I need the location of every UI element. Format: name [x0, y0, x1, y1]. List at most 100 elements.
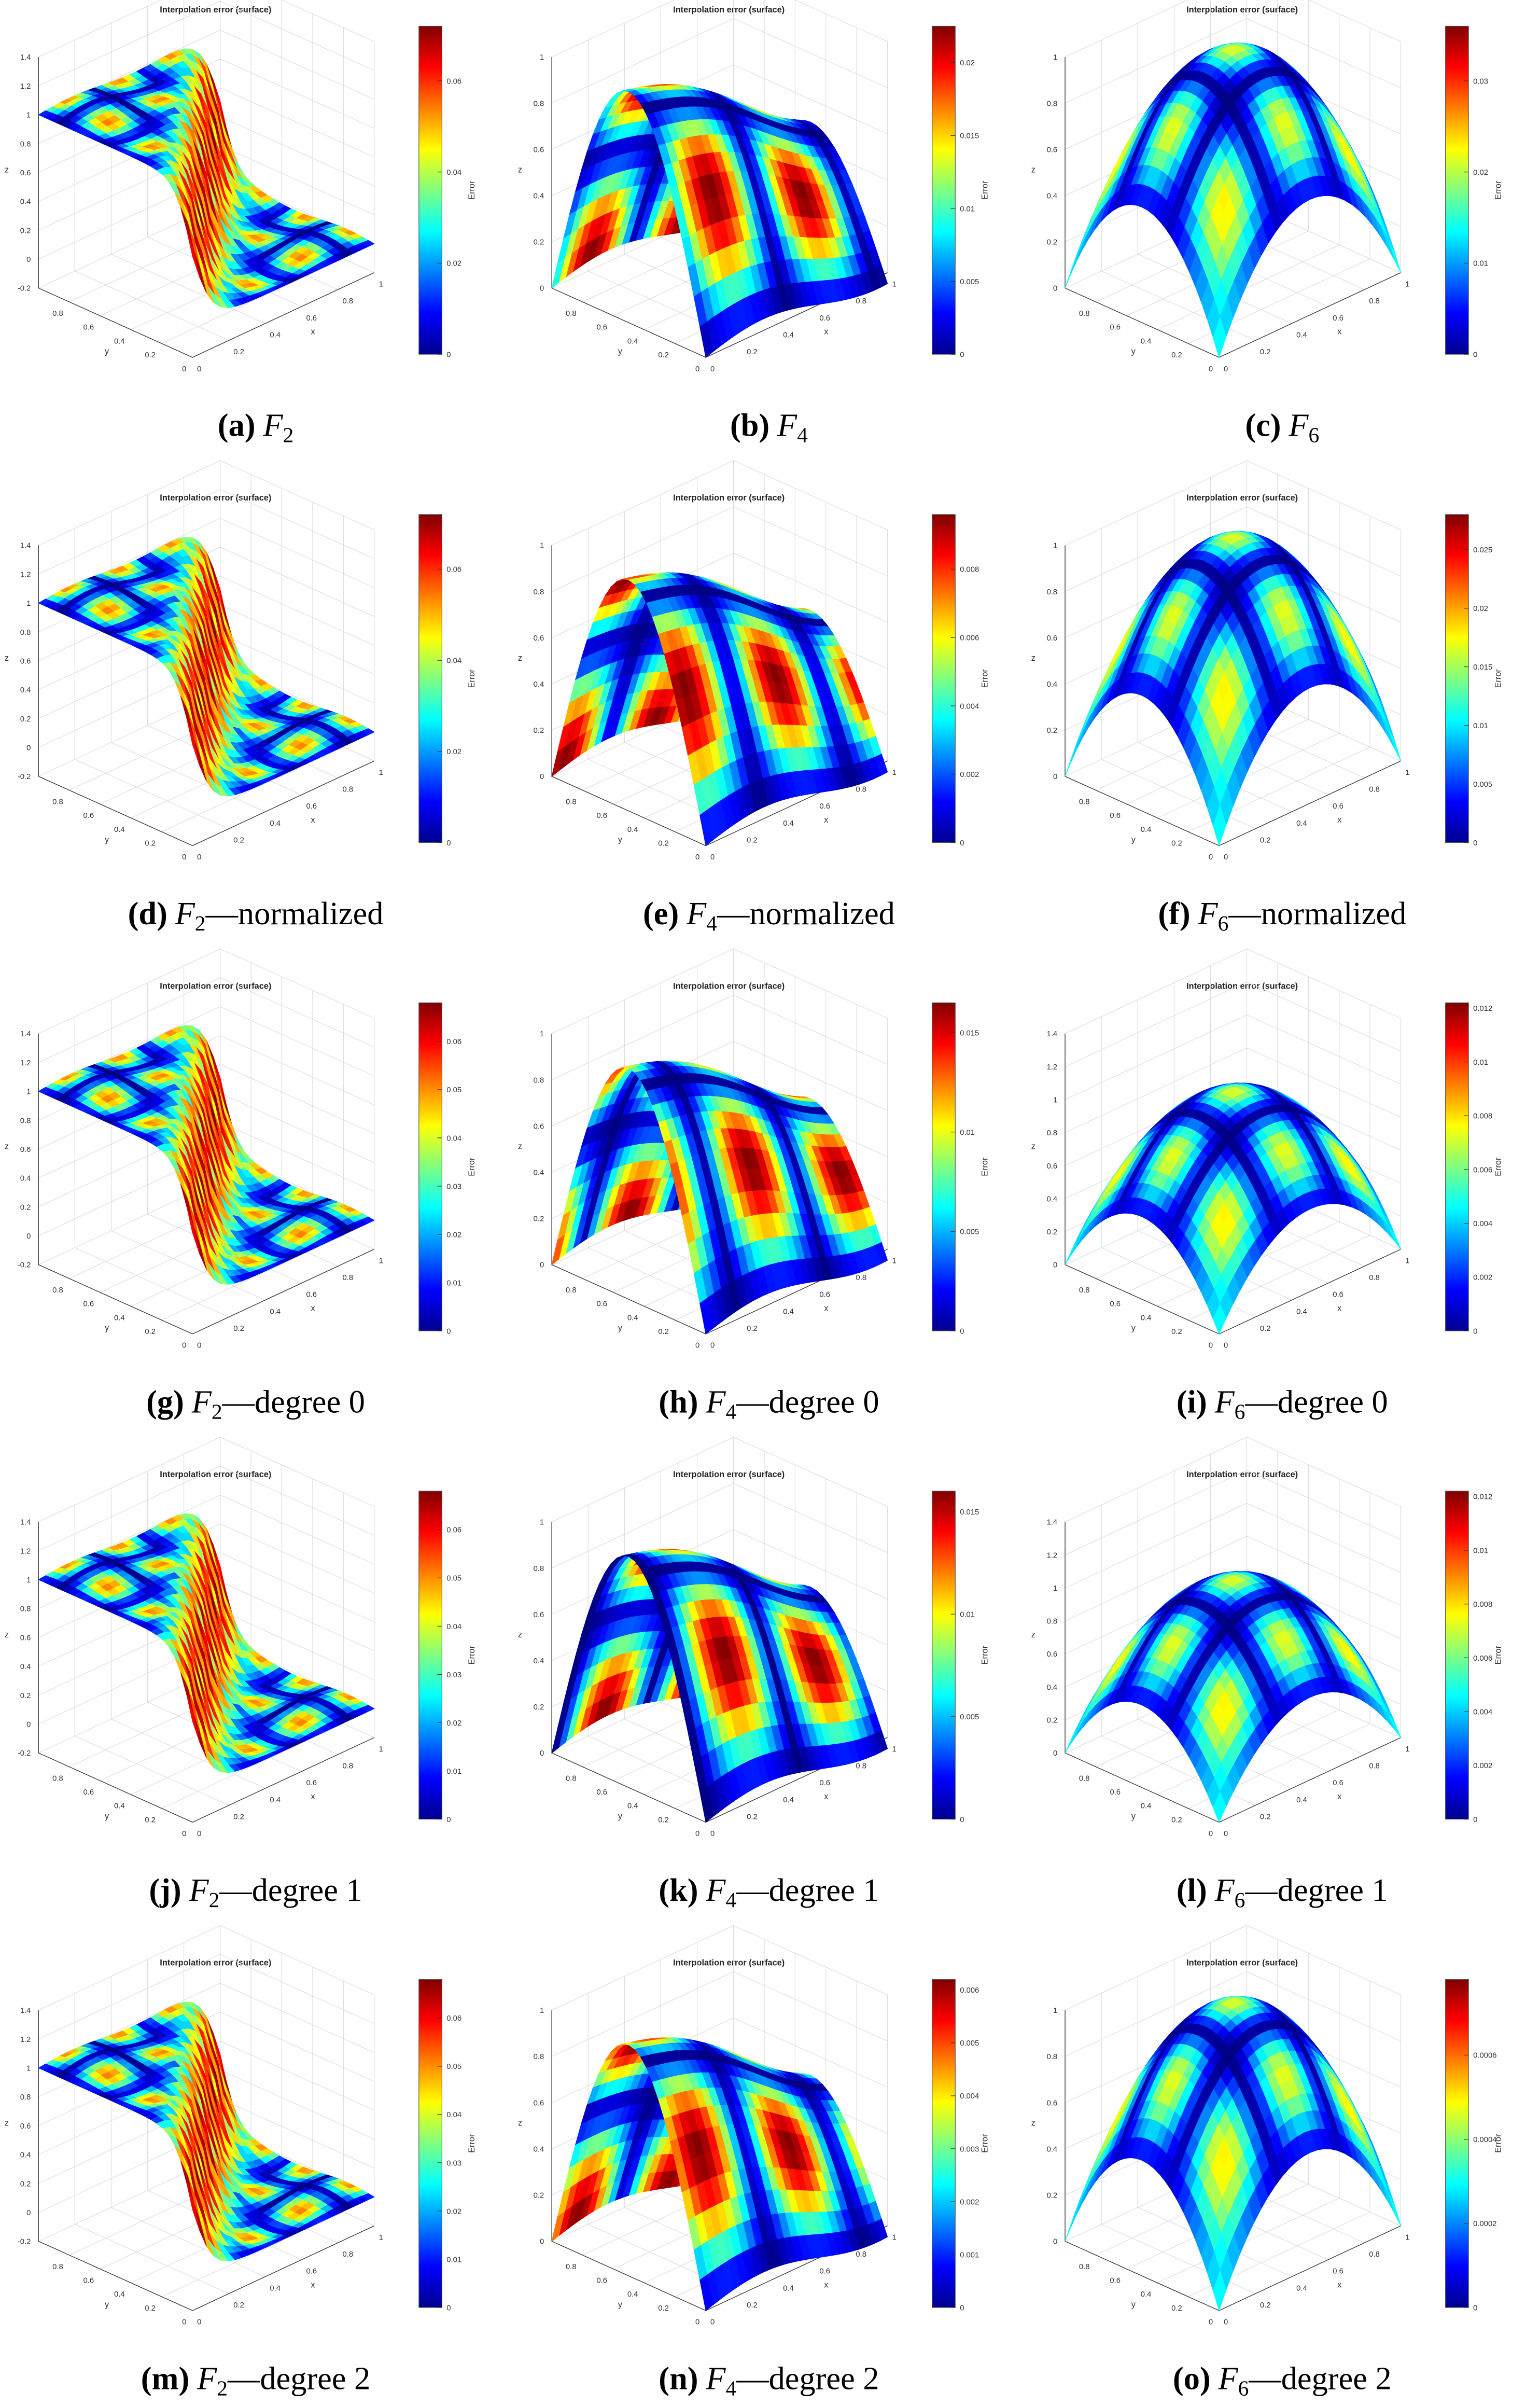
z-tick-label: 0.8: [1047, 100, 1058, 108]
y-tick-label: 0.6: [1110, 324, 1121, 332]
y-axis-label: y: [105, 835, 109, 844]
y-axis-label: y: [1131, 346, 1136, 356]
grid-line: [220, 1064, 374, 1134]
grid-line: [551, 460, 734, 546]
x-tick-label: 0.4: [270, 819, 281, 828]
x-tick-label: 0.8: [856, 786, 866, 794]
grid-line: [220, 489, 374, 559]
y-tick-label: 0.6: [596, 324, 607, 332]
y-tick-label: 0: [695, 365, 699, 373]
x-axis-label: x: [311, 327, 315, 336]
colorbar-tick-label: 0.06: [446, 77, 461, 86]
grid-line: [551, 0, 675, 58]
grid-line: [1065, 460, 1247, 546]
surface: [551, 572, 888, 846]
y-axis-label: y: [1131, 835, 1136, 844]
y-tick-label: 0: [182, 365, 186, 373]
colorbar-tick-label: 0.004: [960, 702, 979, 711]
z-tick-label: 0: [26, 744, 31, 753]
z-tick-label: 1: [26, 600, 31, 608]
surface: [38, 48, 375, 309]
y-tick-label: 0.8: [1079, 798, 1090, 806]
colorbar-tick-label: 0.01: [1473, 260, 1488, 268]
grid-line: [220, 116, 374, 187]
x-tick-label: 0: [1224, 853, 1228, 861]
x-tick-label: 0: [1224, 365, 1228, 373]
caption-label: (e): [643, 896, 679, 932]
y-axis-label: y: [105, 346, 109, 356]
caption-subscript: 2: [195, 911, 206, 935]
surface: [1065, 531, 1401, 847]
x-tick-label: 0: [197, 853, 201, 861]
colorbar-tick-label: 0.06: [446, 566, 461, 574]
z-tick-label: 0.2: [20, 227, 31, 235]
x-tick-label: 1: [1405, 769, 1409, 777]
colorbar-tick-label: 0.025: [1473, 546, 1492, 554]
caption-subscript: 6: [1308, 423, 1319, 447]
y-axis-label: y: [618, 835, 623, 844]
surface: [551, 84, 888, 358]
caption-suffix: —normalized: [1228, 896, 1406, 932]
grid-line: [38, 1, 220, 87]
x-tick-label: 0.6: [306, 314, 317, 323]
colorbar-tick-label: 0: [446, 839, 451, 847]
colorbar-tick-label: 0.008: [960, 566, 979, 574]
caption-suffix: —normalized: [717, 896, 895, 932]
z-tick-label: 0.4: [20, 198, 31, 206]
y-tick-label: 0.6: [83, 324, 94, 332]
y-tick-label: 0.2: [1171, 351, 1182, 359]
chart-title: Interpolation error (surface): [160, 493, 271, 503]
chart-title: Interpolation error (surface): [673, 493, 785, 503]
y-tick-label: 0: [182, 853, 186, 861]
x-tick-label: 0.6: [819, 314, 830, 323]
surface-cell: [186, 229, 200, 277]
y-tick-label: 0.6: [83, 812, 94, 820]
grid-line: [220, 518, 374, 588]
caption-function: F: [262, 407, 283, 443]
x-tick-label: 0.4: [783, 819, 794, 828]
surface: [38, 1025, 375, 1285]
x-tick-label: 0.2: [1260, 348, 1271, 356]
colorbar-tick-label: 0.02: [1473, 169, 1488, 177]
x-tick-label: 0.6: [1333, 802, 1343, 811]
x-tick-label: 1: [1405, 280, 1409, 288]
y-tick-label: 0: [1209, 853, 1213, 861]
y-tick-label: 0.8: [52, 798, 63, 806]
caption: (d) F2—normalized: [128, 896, 384, 935]
z-tick-label: 0.8: [534, 588, 544, 596]
z-tick-label: 1.2: [20, 82, 31, 91]
z-tick-label: 0.6: [534, 146, 544, 154]
caption-subscript: 6: [1218, 911, 1229, 935]
axis-line: [38, 57, 375, 358]
x-tick-label: 0: [197, 365, 201, 373]
y-tick-label: 0.8: [1079, 310, 1090, 318]
x-tick-label: 1: [379, 769, 383, 777]
colorbar-tick-label: 0.02: [446, 260, 461, 268]
z-tick-label: 1: [26, 112, 31, 120]
z-tick-label: 0: [540, 285, 544, 293]
colorbar: [932, 514, 956, 843]
y-tick-label: 0.6: [1110, 812, 1121, 820]
caption-function: F: [175, 896, 195, 932]
z-tick-label: 0.6: [20, 169, 31, 177]
y-tick-label: 0.2: [658, 351, 669, 359]
y-tick-label: 0.2: [145, 840, 156, 848]
x-tick-label: 1: [892, 280, 897, 288]
y-tick-label: 0.4: [627, 826, 638, 834]
z-tick-label: 1: [540, 542, 544, 550]
x-tick-label: 0.6: [819, 802, 830, 811]
chart-title: Interpolation error (surface): [673, 5, 785, 15]
grid-line: [281, 0, 374, 42]
y-tick-label: 0.6: [596, 812, 607, 820]
caption-function: F: [1198, 896, 1219, 932]
x-tick-label: 0.8: [1369, 786, 1380, 794]
z-tick-label: 0: [26, 256, 31, 264]
grid-line: [75, 271, 229, 341]
y-tick-label: 0.4: [114, 337, 125, 345]
colorbar-tick-label: 0.02: [1473, 605, 1488, 613]
z-tick-label: 0.8: [534, 100, 544, 108]
x-tick-label: 0.6: [306, 802, 317, 811]
z-tick-label: 0.2: [20, 715, 31, 724]
z-tick-label: 1: [540, 53, 544, 62]
